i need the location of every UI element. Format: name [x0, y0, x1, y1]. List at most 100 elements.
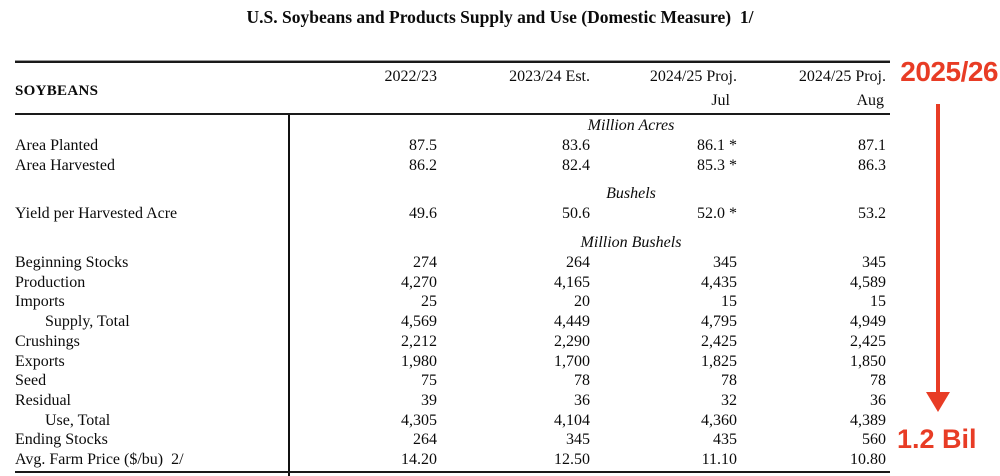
col-header-2023-24: 2023/24 Est. — [509, 68, 590, 85]
cell-value: 264 — [413, 431, 437, 449]
cell-value: 49.6 — [409, 205, 437, 223]
cell-value: 10.80 — [850, 450, 886, 468]
section-label-soybeans: SOYBEANS — [15, 83, 99, 99]
cell-value: 78 — [870, 372, 886, 390]
table-row: Seed 75 78 78 78 — [15, 371, 890, 391]
cell-value: 52.0 * — [697, 205, 737, 223]
unit-label: Bushels — [606, 185, 656, 203]
cell-value: 20 — [574, 293, 590, 311]
cell-value: 274 — [413, 254, 437, 272]
cell-value: 4,389 — [850, 411, 886, 429]
unit-header-row: Million Acres — [15, 115, 890, 136]
row-label: Supply, Total — [45, 313, 130, 331]
table-row: Yield per Harvested Acre 49.6 50.6 52.0 * 53… — [15, 204, 890, 224]
cell-value: 1,700 — [554, 352, 590, 370]
col-header-2022-23: 2022/23 — [384, 68, 437, 85]
cell-value: 4,435 — [701, 273, 737, 291]
row-label: Avg. Farm Price ($/bu) 2/ — [15, 450, 184, 468]
unit-header-row: Million Bushels — [15, 232, 890, 253]
cell-value: 4,104 — [554, 411, 590, 429]
cell-value: 2,425 — [850, 332, 886, 350]
cell-value: 4,589 — [850, 273, 886, 291]
table-row: Beginning Stocks 274 264 345 345 — [15, 253, 890, 273]
page-title: U.S. Soybeans and Products Supply and Us… — [246, 7, 754, 27]
down-arrow-line — [936, 104, 940, 394]
cell-value: 50.6 — [562, 205, 590, 223]
cell-value: 264 — [566, 254, 590, 272]
cell-value: 2,425 — [701, 332, 737, 350]
header-spacer — [15, 90, 288, 112]
cell-value: 4,795 — [701, 313, 737, 331]
annotation-value-1-2-bil: 1.2 Bil — [897, 424, 977, 454]
cell-value: 78 — [721, 372, 737, 390]
cell-value: 32 — [721, 391, 737, 409]
cell-value: 36 — [870, 391, 886, 409]
cell-value: 1,980 — [401, 352, 437, 370]
col-header-2024-25-jul: 2024/25 Proj. — [649, 68, 737, 85]
cell-value: 86.2 — [409, 156, 437, 174]
cell-value: 4,360 — [701, 411, 737, 429]
table-row: Area Harvested 86.2 82.4 85.3 * 86.3 — [15, 156, 890, 176]
cell-value: 39 — [421, 391, 437, 409]
unit-label: Million Acres — [587, 117, 675, 134]
row-label: Exports — [15, 352, 65, 370]
subheader-empty — [288, 90, 437, 112]
cell-value: 2,212 — [401, 332, 437, 350]
unit-row-spacer — [15, 115, 288, 136]
cell-value: 4,165 — [554, 273, 590, 291]
unit-row-spacer — [15, 183, 288, 204]
cell-value: 86.3 — [858, 156, 886, 174]
cell-value: 15 — [721, 293, 737, 311]
row-label: Residual — [15, 391, 71, 409]
row-label: Use, Total — [45, 411, 111, 429]
cell-value: 11.10 — [701, 450, 737, 468]
table-row: Production 4,270 4,165 4,435 4,589 — [15, 273, 890, 293]
cell-value: 82.4 — [562, 156, 590, 174]
bottom-rule — [15, 471, 890, 473]
cell-value: 36 — [574, 391, 590, 409]
cell-value: 75 — [421, 372, 437, 390]
row-label: Yield per Harvested Acre — [15, 205, 178, 223]
cell-value: 12.50 — [554, 450, 590, 468]
subheader-empty — [437, 90, 590, 112]
column-header-row: 2022/23 2023/24 Est. 2024/25 Proj. 2024/… — [15, 66, 890, 88]
spacer-row — [15, 224, 890, 232]
cell-value: 86.1 * — [697, 137, 737, 154]
cell-value: 78 — [574, 372, 590, 390]
column-subheader-row: Jul Aug — [15, 90, 890, 112]
header-bottom-rule — [15, 113, 890, 115]
cell-value: 83.6 — [562, 137, 590, 154]
top-double-rule — [15, 60, 890, 63]
table-row: Area Planted 87.5 83.6 86.1 * 87.1 — [15, 136, 890, 156]
cell-value: 345 — [862, 254, 886, 272]
cell-value: 4,449 — [554, 313, 590, 331]
cell-value: 1,825 — [701, 352, 737, 370]
table-row: Supply, Total 4,569 4,449 4,795 4,949 — [15, 312, 890, 332]
subheader-jul: Jul — [711, 92, 730, 109]
cell-value: 4,305 — [401, 411, 437, 429]
cell-value: 14.20 — [401, 450, 437, 468]
row-label: Area Harvested — [15, 156, 115, 174]
cell-value: 87.1 — [858, 137, 886, 154]
down-arrow-head-icon — [926, 392, 950, 412]
table-row: Residual 39 36 32 36 — [15, 391, 890, 411]
cell-value: 2,290 — [554, 332, 590, 350]
cell-value: 87.5 — [409, 137, 437, 154]
col-header-2024-25-aug: 2024/25 Proj. — [798, 68, 886, 85]
table-body: Million Acres Area Planted 87.5 83.6 86.1 * 8… — [15, 115, 890, 470]
cell-value: 53.2 — [858, 205, 886, 223]
row-label: Area Planted — [15, 137, 99, 154]
unit-row-spacer — [15, 232, 288, 253]
cell-value: 15 — [870, 293, 886, 311]
row-label: Beginning Stocks — [15, 254, 129, 272]
cell-value: 435 — [713, 431, 737, 449]
unit-header-row: Bushels — [15, 183, 890, 204]
cell-value: 25 — [421, 293, 437, 311]
table-row: Crushings 2,212 2,290 2,425 2,425 — [15, 332, 890, 352]
cell-value: 345 — [713, 254, 737, 272]
table-row: Imports 25 20 15 15 — [15, 292, 890, 312]
cell-value: 1,850 — [850, 352, 886, 370]
cell-value: 560 — [862, 431, 886, 449]
cell-value: 4,569 — [401, 313, 437, 331]
